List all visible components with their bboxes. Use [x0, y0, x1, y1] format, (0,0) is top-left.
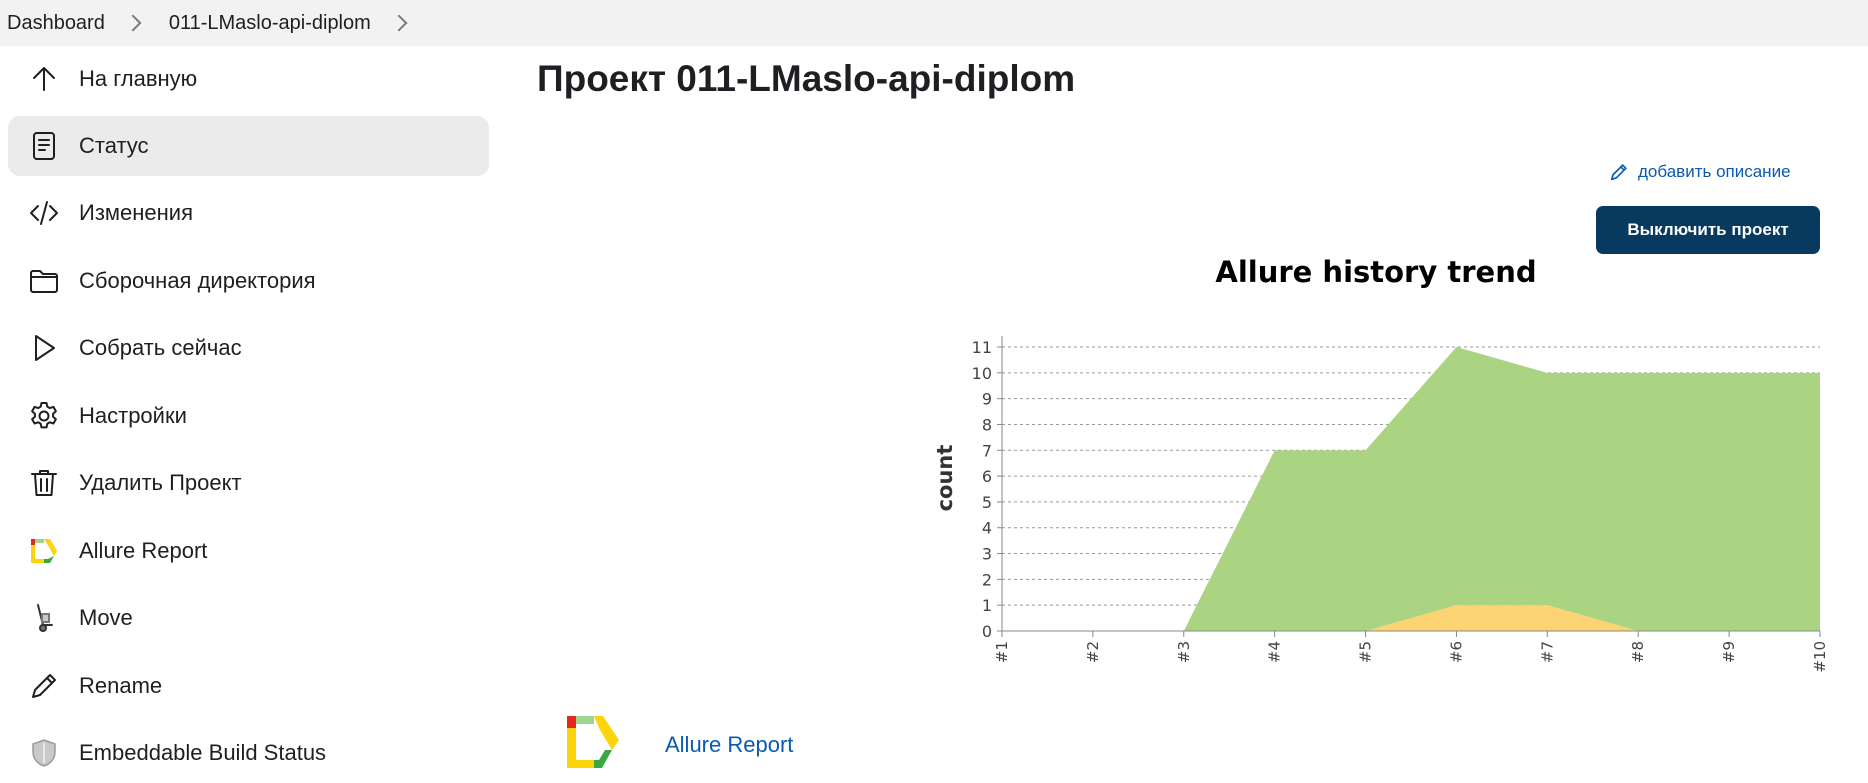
chart-y-tick-label: 1 [982, 596, 992, 615]
sidebar-item-settings[interactable]: Настройки [8, 386, 489, 446]
play-icon [28, 332, 60, 364]
chart-y-tick-label: 4 [982, 519, 992, 538]
sidebar-item-home[interactable]: На главную [8, 49, 489, 109]
chart-x-tick-label: #8 [1629, 641, 1647, 663]
sidebar-item-changes[interactable]: Изменения [8, 183, 489, 243]
chart-x-tick-label: #1 [993, 641, 1011, 663]
chart-x-tick-label: #6 [1447, 641, 1465, 663]
chart-y-tick-label: 6 [982, 467, 992, 486]
chart-x-tick-label: #2 [1084, 641, 1102, 663]
chart-areas [1002, 347, 1820, 631]
sidebar-item-label: Move [79, 605, 133, 630]
sidebar-item-label: Embeddable Build Status [79, 740, 327, 765]
sidebar-item-label: Собрать сейчас [79, 335, 242, 360]
chart-y-tick-label: 11 [972, 338, 992, 357]
gear-icon [28, 400, 60, 432]
sidebar-item-rename[interactable]: Rename [8, 656, 489, 716]
sidebar-item-build-now[interactable]: Собрать сейчас [8, 318, 489, 378]
chart-x-tick-label: #4 [1266, 641, 1284, 663]
sidebar-item-label: Сборочная директория [79, 268, 316, 293]
chart-y-tick-label: 3 [982, 545, 992, 564]
breadcrumb-dashboard[interactable]: Dashboard [7, 11, 105, 34]
chevron-right-icon [124, 14, 142, 32]
chart-series-area-0 [1002, 605, 1820, 631]
folder-icon [28, 265, 60, 297]
allure-logo-icon [567, 716, 619, 768]
sidebar-item-label: На главную [79, 66, 198, 91]
sidebar-item-label: Настройки [79, 403, 187, 428]
disable-project-button[interactable]: Выключить проект [1596, 206, 1820, 254]
page-title: Проект 011-LMaslo-api-diplom [537, 58, 1076, 99]
sidebar-item-label: Статус [79, 133, 149, 158]
chart-title: Allure history trend [1215, 255, 1536, 289]
chart-y-axis-label: count [933, 445, 957, 512]
add-description-label: добавить описание [1638, 162, 1791, 181]
allure-report-link[interactable]: Allure Report [665, 732, 794, 757]
allure-logo-icon [28, 535, 60, 567]
chart-y-tick-label: 10 [972, 364, 992, 383]
sidebar-item-workspace[interactable]: Сборочная директория [8, 251, 489, 311]
chart-x-tick-label: #7 [1538, 641, 1556, 663]
pencil-icon [28, 670, 60, 702]
breadcrumb: Dashboard 011-LMaslo-api-diplom [0, 0, 1868, 46]
chart-x-tick-label: #3 [1175, 641, 1193, 663]
sidebar-item-label: Rename [79, 673, 163, 698]
chevron-right-icon[interactable] [390, 14, 408, 32]
chart-y-tick-label: 0 [982, 622, 992, 641]
add-description-link[interactable]: добавить описание [1608, 161, 1791, 183]
chart-y-tick-label: 2 [982, 570, 992, 589]
sidebar-item-label: Удалить Проект [79, 470, 242, 495]
chart-series-area-1 [1002, 347, 1820, 631]
chart-y-tick-label: 8 [982, 415, 992, 434]
pencil-icon [1610, 164, 1627, 181]
chart-axes: 0 1 2 3 4 5 6 7 8 9 10 11 #1 #2 #3 #4 #5 #6 #7 #8 #9 #10 [972, 336, 1829, 673]
chart-x-tick-label: #5 [1357, 641, 1375, 663]
sidebar-item-delete-project[interactable]: Удалить Проект [8, 453, 489, 513]
chart-x-tick-label: #9 [1720, 641, 1738, 663]
allure-trend-chart[interactable]: Allure history trend count 0 1 2 3 4 5 6 7 8 9 10 1… [920, 246, 1840, 716]
sidebar-item-label: Allure Report [79, 538, 208, 563]
chart-y-tick-label: 7 [982, 441, 992, 460]
sidebar-item-label: Изменения [79, 200, 193, 225]
chart-x-tick-label: #10 [1811, 641, 1829, 673]
chart-y-tick-label: 9 [982, 390, 992, 409]
document-icon [28, 130, 60, 162]
code-icon [28, 197, 60, 229]
sidebar-item-status[interactable]: Статус [8, 116, 489, 176]
breadcrumb-project[interactable]: 011-LMaslo-api-diplom [168, 11, 371, 34]
sidebar-item-embeddable-build-status[interactable]: Embeddable Build Status [8, 723, 489, 783]
chart-y-tick-label: 5 [982, 493, 992, 512]
sidebar-item-move[interactable]: Move [8, 588, 489, 648]
hand-truck-icon [28, 602, 60, 634]
shield-icon [28, 737, 60, 769]
sidebar-item-allure-report[interactable]: Allure Report [8, 521, 489, 581]
trash-icon [28, 467, 60, 499]
chart-svg: Allure history trend count 0 1 2 3 4 5 6 7 8 9 10 1… [933, 255, 1829, 673]
arrow-up-icon [28, 63, 60, 95]
